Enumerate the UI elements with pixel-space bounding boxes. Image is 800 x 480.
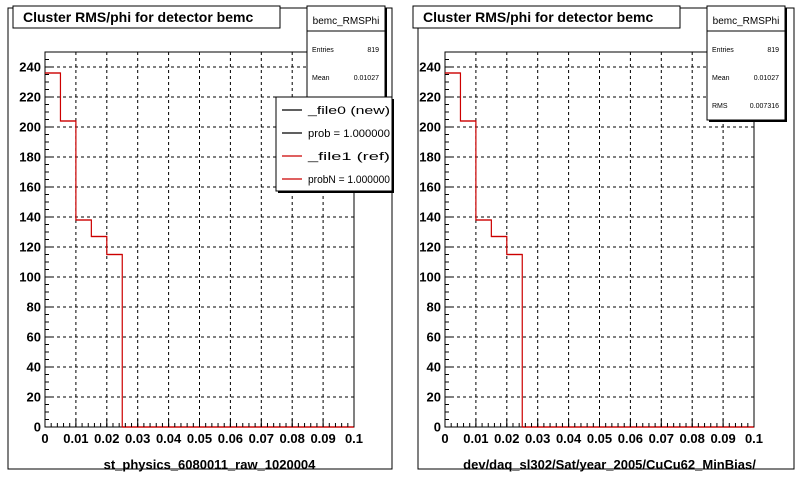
histogram-line [445, 72, 754, 428]
left-histogram-panel: 0 0.01 0.02 0.03 0.04 0.05 0.06 0.07 0.08 0.09 0.1… [7, 5, 394, 472]
x-tick-label: 0.02 [94, 431, 119, 446]
right-histogram-panel: 0 0.01 0.02 0.03 0.04 0.05 0.06 0.07 0.08 0.09 0.1… [412, 5, 795, 472]
y-tick-label: 60 [27, 330, 41, 345]
x-tick-label: 0 [441, 431, 448, 446]
stats-row-label: RMS [712, 103, 728, 110]
stats-row-value: 819 [767, 47, 779, 54]
legend-entry-label: prob = 1.000000 [308, 128, 390, 140]
y-tick-label: 240 [419, 60, 441, 75]
title-box [412, 5, 681, 29]
y-tick-label: 20 [427, 390, 441, 405]
stats-row-value: 819 [367, 47, 379, 54]
stats-box-name: bemc_RMSPhi [313, 16, 380, 27]
x-tick-label: 0.1 [745, 431, 763, 446]
axis-ticks [44, 51, 355, 428]
title-box [12, 5, 281, 29]
y-tick-label: 220 [19, 90, 41, 105]
y-tick-label: 120 [419, 240, 441, 255]
x-tick-label: 0.04 [156, 431, 182, 446]
y-tick-label: 160 [419, 180, 441, 195]
legend-entry-label: probN = 1.000000 [308, 174, 390, 186]
stats-row-value: 0.01027 [354, 75, 379, 82]
x-tick-label: 0.05 [587, 431, 612, 446]
y-tick-label: 140 [419, 210, 441, 225]
stats-row-label: Entries [312, 47, 334, 54]
y-tick-label: 140 [19, 210, 41, 225]
y-tick-label: 220 [419, 90, 441, 105]
x-tick-label: 0.03 [125, 431, 150, 446]
x-axis-label: st_physics_6080011_raw_1020004 [104, 457, 317, 472]
x-tick-label: 0.09 [310, 431, 335, 446]
y-tick-label: 100 [419, 270, 441, 285]
x-tick-label: 0.03 [525, 431, 550, 446]
x-tick-label: 0.08 [280, 431, 305, 446]
x-tick-label: 0.04 [556, 431, 582, 446]
legend-entry-label: _file1 (ref) [306, 151, 390, 163]
legend-box [275, 96, 393, 192]
axis-ticks [444, 51, 755, 428]
stats-row-value: 0.007316 [750, 103, 779, 110]
stats-row-label: Mean [312, 75, 330, 82]
y-tick-label: 240 [19, 60, 41, 75]
legend-entry-label: _file0 (new) [307, 105, 390, 117]
x-tick-label: 0.07 [649, 431, 674, 446]
y-tick-label: 60 [427, 330, 441, 345]
x-tick-label: 0.08 [680, 431, 705, 446]
y-tick-label: 0 [434, 420, 441, 435]
y-tick-label: 0 [34, 420, 41, 435]
chart-title: Cluster RMS/phi for detector bemc [23, 9, 253, 25]
x-tick-label: 0.01 [463, 431, 488, 446]
x-tick-label: 0.09 [710, 431, 735, 446]
stats-row-value: 0.01027 [754, 75, 779, 82]
y-tick-label: 40 [427, 360, 441, 375]
stats-box [706, 5, 786, 121]
y-tick-label: 180 [19, 150, 41, 165]
y-tick-label: 40 [27, 360, 41, 375]
y-tick-label: 200 [419, 120, 441, 135]
x-tick-label: 0.05 [187, 431, 212, 446]
stats-row-label: Entries [712, 47, 734, 54]
stats-box [306, 5, 386, 112]
stats-box-name: bemc_RMSPhi [713, 16, 780, 27]
x-tick-label: 0.01 [63, 431, 88, 446]
y-tick-label: 80 [27, 300, 41, 315]
y-tick-label: 20 [27, 390, 41, 405]
y-tick-label: 200 [19, 120, 41, 135]
x-tick-label: 0.06 [618, 431, 643, 446]
histogram-line [45, 72, 354, 428]
x-tick-label: 0 [41, 431, 48, 446]
stats-row-label: Mean [712, 75, 730, 82]
x-tick-label: 0.1 [345, 431, 363, 446]
legend: _file0 (new) prob = 1.000000 _file1 (ref) p… [275, 96, 394, 193]
y-tick-label: 100 [19, 270, 41, 285]
y-tick-label: 120 [19, 240, 41, 255]
x-axis-label: dev/daq_sl302/Sat/year_2005/CuCu62_MinBi… [463, 457, 756, 472]
x-tick-label: 0.02 [494, 431, 519, 446]
y-tick-label: 180 [419, 150, 441, 165]
y-tick-label: 160 [19, 180, 41, 195]
x-tick-label: 0.06 [218, 431, 243, 446]
chart-title: Cluster RMS/phi for detector bemc [423, 9, 653, 25]
x-tick-label: 0.07 [249, 431, 274, 446]
y-tick-label: 80 [427, 300, 441, 315]
